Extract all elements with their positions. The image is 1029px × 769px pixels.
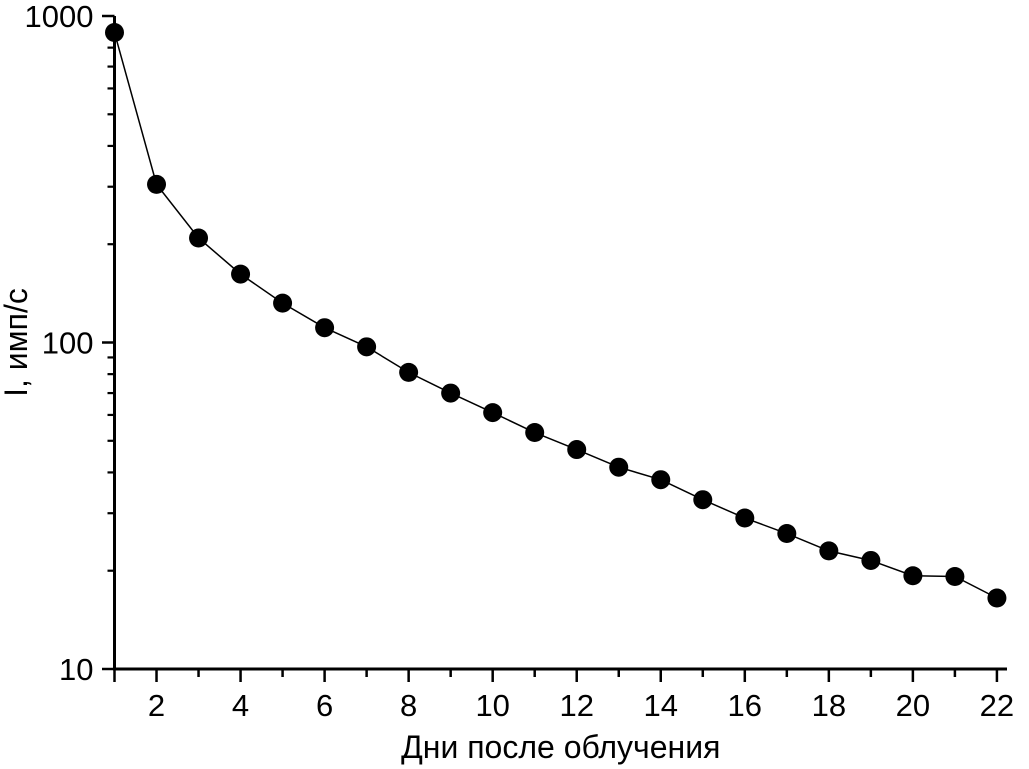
data-point-day-14 [651, 470, 671, 490]
y-tick-label: 10 [59, 652, 93, 687]
data-point-day-11 [525, 423, 545, 443]
data-point-day-1 [105, 23, 124, 43]
data-point-day-12 [567, 440, 587, 460]
data-point-day-13 [609, 457, 629, 477]
x-tick-label: 22 [980, 688, 1014, 723]
data-point-day-16 [735, 508, 755, 528]
y-tick-label: 1000 [25, 0, 94, 34]
data-point-day-15 [693, 490, 713, 510]
x-tick-label: 2 [148, 688, 165, 723]
y-tick-label: 100 [42, 326, 94, 361]
data-point-day-19 [861, 550, 881, 570]
x-tick-label: 4 [232, 688, 249, 723]
data-point-day-3 [189, 228, 209, 248]
x-axis-title: Дни после облучения [401, 729, 720, 765]
data-point-day-20 [903, 566, 923, 586]
data-point-day-21 [945, 567, 965, 587]
x-tick-label: 10 [475, 688, 509, 723]
data-point-day-10 [483, 403, 503, 423]
data-point-day-2 [147, 174, 167, 194]
x-tick-label: 16 [728, 688, 762, 723]
data-point-day-22 [987, 588, 1007, 608]
data-point-day-4 [231, 264, 251, 284]
y-axis-title: I, имп/с [0, 288, 34, 397]
x-tick-label: 20 [896, 688, 930, 723]
x-tick-label: 14 [644, 688, 678, 723]
data-point-day-17 [777, 524, 797, 544]
data-point-day-18 [819, 541, 839, 561]
x-tick-label: 12 [559, 688, 593, 723]
data-point-day-8 [399, 362, 419, 382]
x-tick-label: 18 [812, 688, 846, 723]
data-point-day-7 [357, 337, 377, 357]
data-point-day-9 [441, 383, 461, 403]
x-tick-label: 6 [316, 688, 333, 723]
data-point-day-5 [273, 293, 293, 313]
data-point-day-6 [315, 318, 335, 338]
x-tick-label: 8 [400, 688, 417, 723]
series-line [113, 32, 998, 599]
